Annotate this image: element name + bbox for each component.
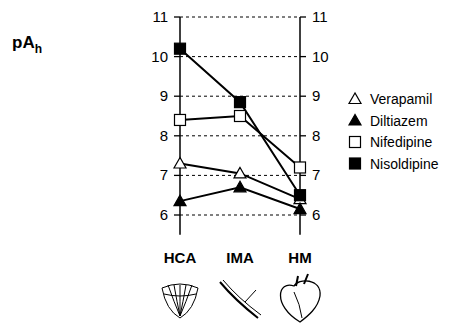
tick-label: 10 <box>312 48 329 65</box>
y-axis-label: pAh <box>12 33 42 56</box>
tick-label: 11 <box>152 8 168 25</box>
icon <box>174 285 180 316</box>
tick-label: 7 <box>312 166 320 183</box>
data-point <box>294 203 306 214</box>
data-point <box>174 158 186 169</box>
legend-label: Diltiazem <box>370 113 428 129</box>
tick-label: 10 <box>151 48 168 65</box>
tick-label: 11 <box>312 8 328 25</box>
tick-label: 8 <box>312 127 320 144</box>
tick-mark <box>174 135 180 136</box>
tick-mark <box>300 56 306 57</box>
icon <box>245 290 256 302</box>
legend: Verapamil Diltiazem Nifedipine Nisoldipine <box>349 91 439 172</box>
category-label: HM <box>288 249 311 266</box>
icon <box>294 292 302 318</box>
data-point <box>175 114 186 125</box>
icon <box>296 274 308 286</box>
icon <box>162 284 198 318</box>
legend-marker <box>349 93 361 104</box>
legend-marker <box>350 158 361 169</box>
icon <box>180 285 192 316</box>
tick-label: 8 <box>160 127 168 144</box>
y-axis-label-sub: h <box>35 42 42 56</box>
tick-mark <box>300 214 306 215</box>
data-point <box>295 190 306 201</box>
tick-label: 9 <box>160 87 168 104</box>
icon <box>223 280 261 315</box>
series-line <box>180 116 300 167</box>
icon <box>164 294 196 296</box>
tick-mark <box>174 56 180 57</box>
data-point <box>235 111 246 122</box>
tick-mark <box>174 96 180 97</box>
tick-label: 6 <box>312 206 320 223</box>
legend-label: Nisoldipine <box>370 156 439 172</box>
grid-line <box>180 135 300 136</box>
tick-label: 9 <box>312 87 320 104</box>
grid-line <box>180 17 300 18</box>
icon <box>180 285 186 316</box>
data-point <box>174 195 186 206</box>
grid-line <box>180 215 300 216</box>
data-point <box>295 162 306 173</box>
category-label: HCA <box>164 249 197 266</box>
tick-mark <box>300 135 306 136</box>
tick-mark <box>174 214 180 215</box>
icons <box>162 274 320 322</box>
icon <box>220 282 258 318</box>
data-point <box>235 97 246 108</box>
plot-area <box>174 43 306 213</box>
icon <box>180 285 181 316</box>
legend-marker <box>349 115 361 126</box>
chart-container: 6 6 7 7 8 8 9 9 10 10 11 11 pAh HCA IMA HM Verapamil Dilt… <box>0 0 461 334</box>
icon <box>281 281 321 322</box>
grid-line <box>180 56 300 57</box>
data-point <box>234 167 246 178</box>
y-axis-label-main: pA <box>12 33 35 52</box>
tick-label: 6 <box>160 206 168 223</box>
category-label: IMA <box>226 249 254 266</box>
tick-mark <box>174 175 180 176</box>
tick-mark <box>174 16 180 17</box>
data-point <box>175 43 186 54</box>
series-line <box>180 49 300 196</box>
legend-label: Nifedipine <box>370 134 432 150</box>
tick-label: 7 <box>160 166 168 183</box>
tick-mark <box>300 16 306 17</box>
legend-label: Verapamil <box>370 91 432 107</box>
tick-mark <box>300 175 306 176</box>
tick-mark <box>300 96 306 97</box>
data-point <box>234 181 246 192</box>
legend-marker <box>350 137 361 148</box>
icon <box>168 285 180 316</box>
chart-svg: 6 6 7 7 8 8 9 9 10 10 11 11 pAh HCA IMA HM Verapamil Dilt… <box>0 0 461 334</box>
